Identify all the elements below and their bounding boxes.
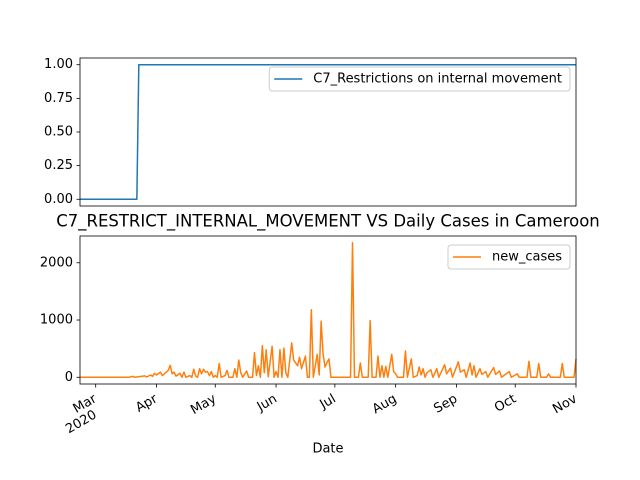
y-tick-label: 0.25 xyxy=(44,158,73,173)
data-line xyxy=(80,63,576,201)
chart-title: C7_RESTRICT_INTERNAL_MOVEMENT VS Daily C… xyxy=(56,212,600,232)
y-tick-label: 1.00 xyxy=(44,57,73,72)
axes-frame xyxy=(79,235,577,385)
y-tick-label: 0.75 xyxy=(44,91,73,106)
y-tick-label: 0.00 xyxy=(44,192,73,207)
legend-label: C7_Restrictions on internal movement xyxy=(313,72,562,87)
data-line xyxy=(80,241,577,379)
axes-frame xyxy=(79,57,577,207)
y-tick-label: 0 xyxy=(65,370,73,385)
legend-box xyxy=(268,66,571,92)
y-tick-label: 2000 xyxy=(40,255,73,270)
x-tick-label: Jul xyxy=(317,392,339,413)
y-tick-label: 0.50 xyxy=(44,125,73,140)
y-tick-label: 1000 xyxy=(40,313,73,328)
legend-label: new_cases xyxy=(492,250,562,265)
legend-box xyxy=(447,244,571,270)
x-axis-label: Date xyxy=(312,442,343,457)
